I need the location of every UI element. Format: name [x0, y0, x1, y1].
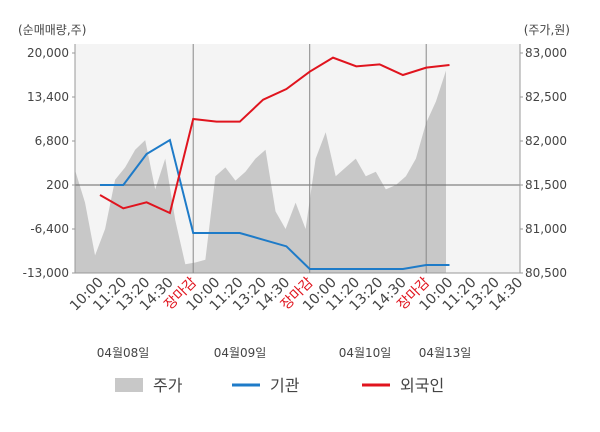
- y2-tick-label: 80,500: [525, 266, 567, 280]
- legend-label: 외국인: [400, 376, 444, 395]
- y2-tick-label: 82,500: [525, 90, 567, 104]
- date-label: 04월10일: [339, 346, 392, 360]
- legend-label: 주가: [153, 376, 183, 395]
- series-line: [100, 138, 450, 270]
- y-tick-label: 20,000: [27, 46, 69, 60]
- y-axis-label: (순매매량,주): [18, 23, 86, 37]
- series-line: [99, 56, 450, 215]
- date-label: 04월08일: [97, 346, 150, 360]
- y-tick-label: -6,400: [30, 222, 69, 236]
- y-tick-label: 13,400: [27, 90, 69, 104]
- price-area: [75, 70, 446, 273]
- y2-tick-label: 82,000: [525, 134, 567, 148]
- y2-tick-label: 81,500: [525, 178, 567, 192]
- y2-axis-label: (주가,원): [524, 23, 570, 37]
- y2-tick-label: 81,000: [525, 222, 567, 236]
- date-label: 04월09일: [214, 346, 267, 360]
- legend-label: 기관: [270, 376, 300, 395]
- date-label: 04월13일: [419, 346, 472, 360]
- y2-tick-label: 83,000: [525, 46, 567, 60]
- y-tick-label: 6,800: [35, 134, 69, 148]
- y-tick-label: 200: [46, 178, 69, 192]
- legend-swatch: [115, 378, 143, 392]
- y-tick-label: -13,000: [23, 266, 69, 280]
